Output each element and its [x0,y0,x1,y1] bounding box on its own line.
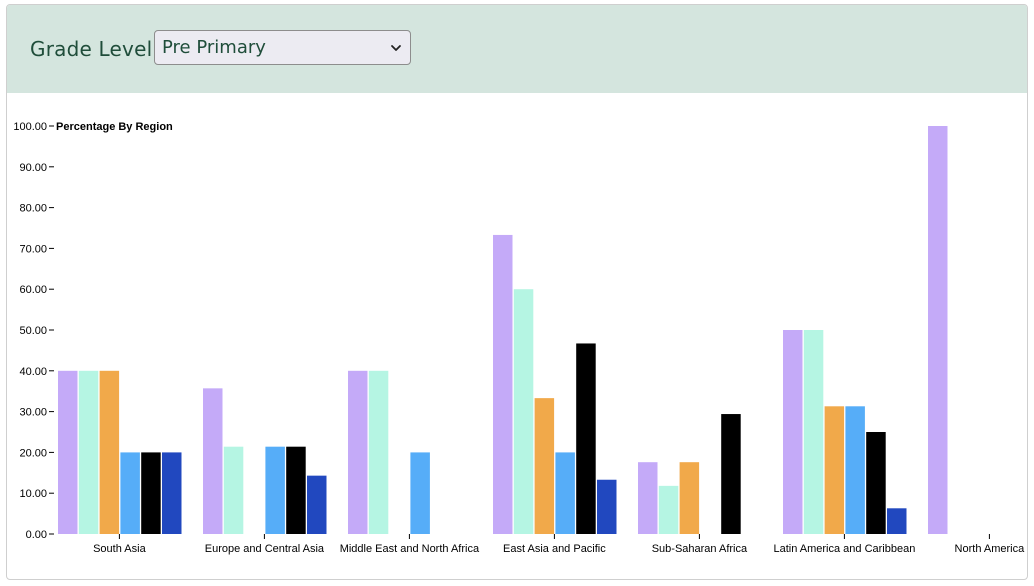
app-frame: Grade Level Pre Primary 0.00 10.00 20.00 30… [6,4,1028,580]
x-tick-label: Sub-Saharan Africa [652,543,748,555]
bar-1-sub-saharan-africa [638,462,658,534]
bar-3-latin-america-and-caribbean [824,406,845,534]
grade-level-selected-value: Pre Primary [162,37,266,58]
bar-5-south-asia [141,452,161,534]
bar-1-middle-east-and-north-africa [348,370,368,534]
x-tick-label: North America [955,543,1026,555]
y-tick-label: 50.00 [19,325,47,337]
y-tick-label: 30.00 [19,407,47,419]
bar-3-east-asia-and-pacific [534,398,555,534]
grade-level-label: Grade Level [30,37,153,61]
bar-2-middle-east-and-north-africa [368,370,389,534]
y-tick-label: 90.00 [19,162,47,174]
grade-level-select[interactable]: Pre Primary [154,30,411,65]
y-tick-label: 20.00 [19,447,47,459]
bar-5-east-asia-and-pacific [576,343,596,534]
y-tick-label: 0.00 [26,529,47,541]
bar-6-europe-and-central-asia [307,475,327,534]
y-tick-label: 10.00 [19,488,47,500]
bar-4-east-asia-and-pacific [555,452,575,534]
bar-4-south-asia [120,452,140,534]
bar-5-latin-america-and-caribbean [866,432,886,534]
chevron-down-icon [391,45,401,51]
bar-3-south-asia [99,370,120,534]
chart-title: Percentage By Region [56,121,173,133]
bar-1-north-america [928,126,948,534]
bar-1-east-asia-and-pacific [493,234,513,534]
bar-1-latin-america-and-caribbean [783,330,803,534]
bar-2-east-asia-and-pacific [513,289,534,534]
bar-1-europe-and-central-asia [203,388,223,534]
bar-chart: 0.00 10.00 20.00 30.00 40.00 50.00 60.00 70.00 8… [13,121,1026,555]
bar-2-sub-saharan-africa [658,485,679,534]
y-tick-label: 40.00 [19,366,47,378]
y-tick-label: 100.00 [13,121,47,133]
bar-2-latin-america-and-caribbean [803,330,824,534]
bar-4-middle-east-and-north-africa [410,452,430,534]
y-tick-label: 80.00 [19,203,47,215]
y-tick-label: 60.00 [19,284,47,296]
bar-6-east-asia-and-pacific [597,479,617,534]
bar-6-latin-america-and-caribbean [887,508,907,534]
bar-4-latin-america-and-caribbean [845,406,865,534]
x-tick-label: East Asia and Pacific [503,543,606,555]
bar-6-south-asia [162,452,182,534]
bar-2-south-asia [78,370,99,534]
bar-2-europe-and-central-asia [223,446,244,534]
y-tick-label: 70.00 [19,243,47,255]
bar-3-sub-saharan-africa [679,462,700,534]
bar-4-europe-and-central-asia [265,446,285,534]
bar-5-europe-and-central-asia [286,446,306,534]
bar-5-sub-saharan-africa [721,414,741,534]
bar-1-south-asia [58,370,78,534]
x-tick-label: Europe and Central Asia [205,543,325,555]
filter-header: Grade Level Pre Primary [7,5,1027,93]
x-tick-label: Middle East and North Africa [340,543,480,555]
x-tick-label: Latin America and Caribbean [773,543,915,555]
x-tick-label: South Asia [93,543,146,555]
